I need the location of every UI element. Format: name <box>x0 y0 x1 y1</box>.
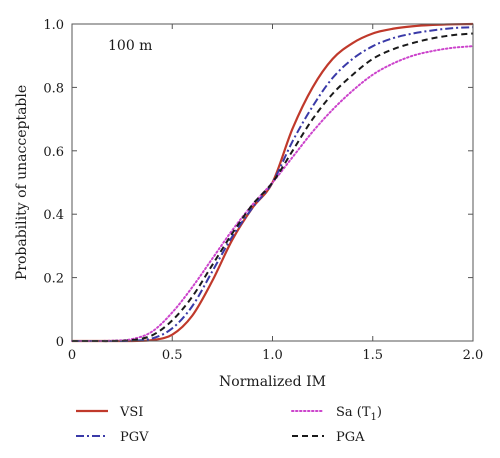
y-tick-label: 0.6 <box>43 145 64 160</box>
y-axis-label: Probability of unacceptable <box>14 85 30 280</box>
annotation-label: 100 m <box>108 38 152 54</box>
legend-label-1: PGV <box>120 430 149 445</box>
legend-label-text: VSI <box>119 405 143 420</box>
plot-frame <box>71 23 474 342</box>
y-tick-label: 1.0 <box>43 18 64 33</box>
legend-label-2: Sa (T1) <box>336 405 382 423</box>
legend-label-text: Sa (T <box>336 405 371 420</box>
legend-label-0: VSI <box>119 405 143 420</box>
y-tick-label: 0 <box>56 335 64 350</box>
ticks-layer: 0 0.5 1.0 1.5 2.0 0 0.2 0.4 0.6 0.8 1.0 <box>43 18 483 363</box>
legend-label-text: PGA <box>336 430 365 445</box>
series-line-3 <box>71 32 474 343</box>
x-tick-label: 0.5 <box>162 348 183 363</box>
legend-label-text: PGV <box>120 430 149 445</box>
legend-label-subscript: 1 <box>371 412 377 423</box>
y-tick-label: 0.8 <box>43 81 64 96</box>
series-line-1 <box>71 26 474 343</box>
x-tick-label: 0 <box>68 348 76 363</box>
legend: VSI PGV Sa (T1) PGA <box>76 405 382 445</box>
y-tick-label: 0.4 <box>43 208 64 223</box>
series-layer <box>71 22 474 343</box>
y-tick-label: 0.2 <box>43 272 64 287</box>
series-line-2 <box>71 45 474 343</box>
legend-label-3: PGA <box>336 430 365 445</box>
legend-label-suffix: ) <box>377 405 382 420</box>
x-tick-label: 2.0 <box>463 348 484 363</box>
x-tick-label: 1.5 <box>362 348 383 363</box>
x-axis-label: Normalized IM <box>219 374 326 390</box>
x-tick-label: 1.0 <box>262 348 283 363</box>
